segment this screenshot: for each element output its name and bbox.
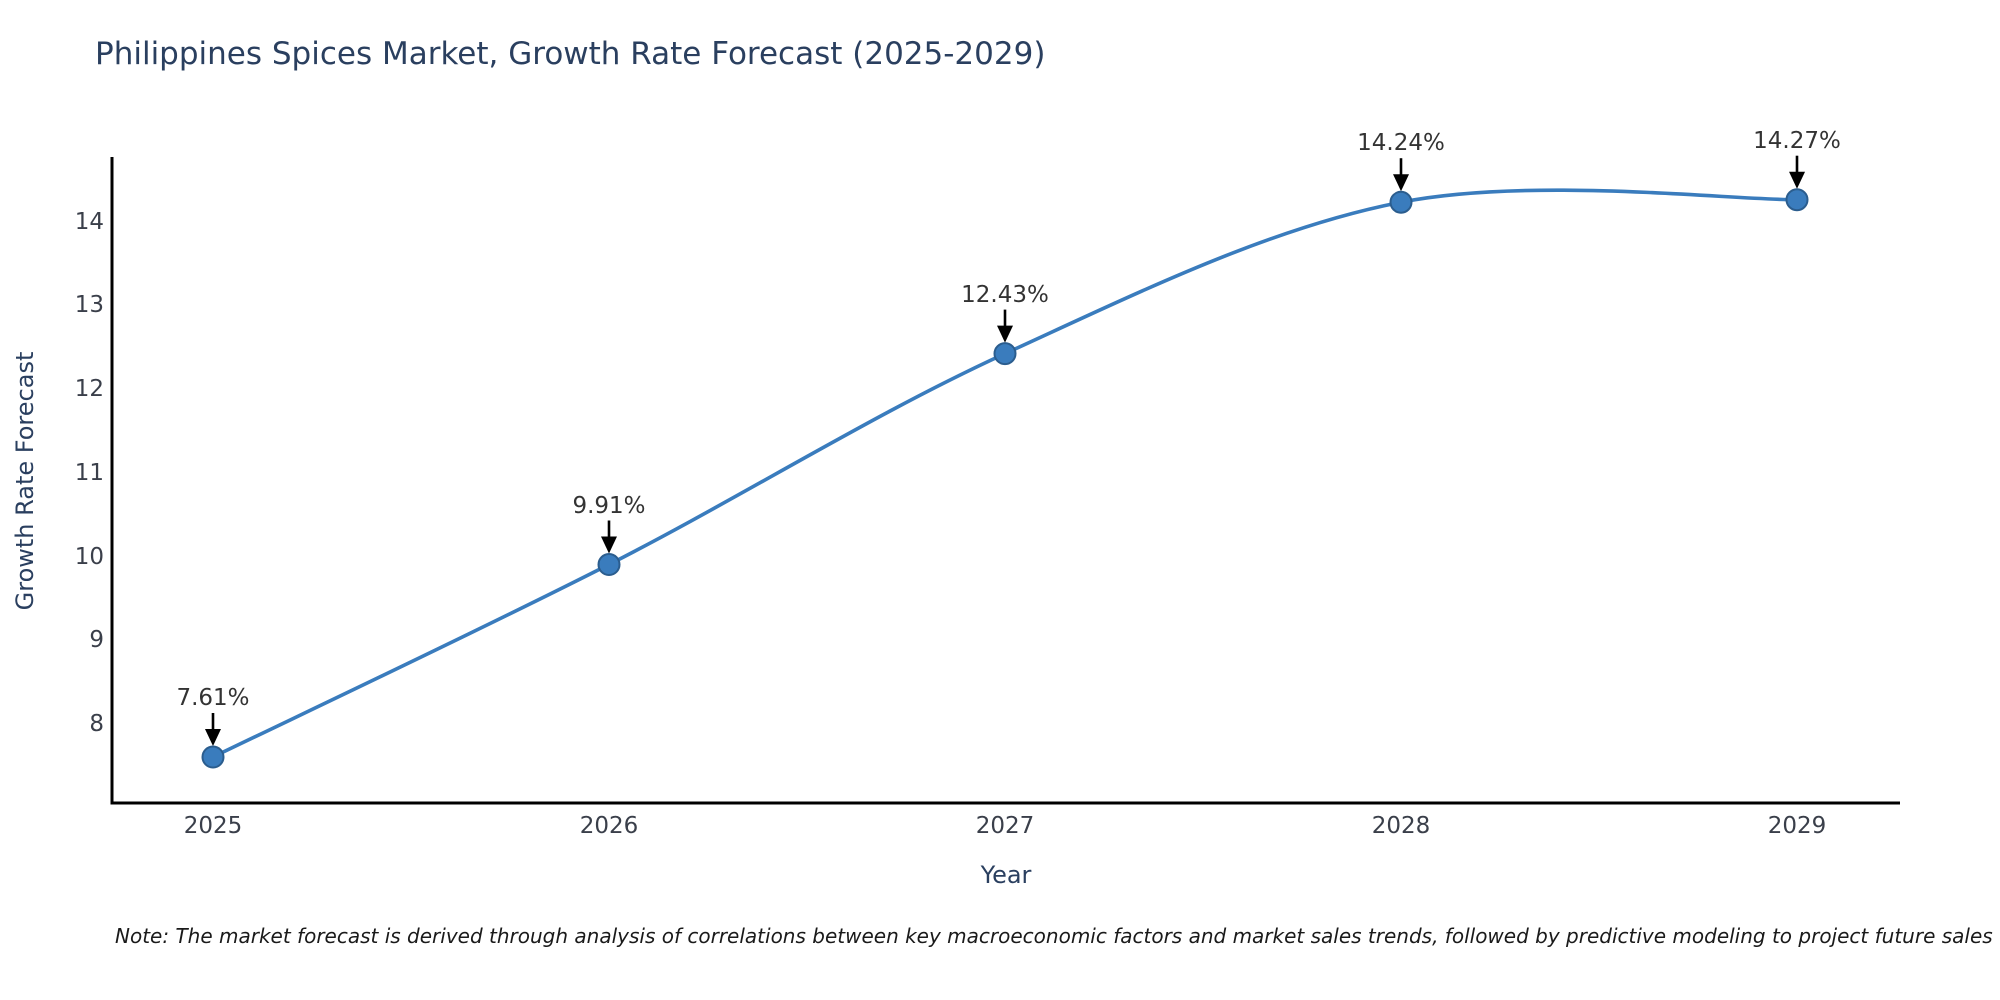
- point-annotation-label: 12.43%: [961, 281, 1049, 308]
- data-point-marker: [1785, 188, 1809, 212]
- point-annotation-label: 7.61%: [176, 685, 250, 711]
- y-tick-label: 13: [74, 292, 104, 319]
- y-tick-label: 8: [89, 710, 104, 737]
- y-tick-label: 11: [74, 459, 104, 486]
- series-line: [211, 188, 1799, 759]
- data-point-marker: [597, 553, 621, 576]
- point-annotation-label: 14.27%: [1753, 127, 1841, 154]
- x-tick-label: 2027: [975, 813, 1035, 839]
- y-tick-label: 10: [74, 543, 104, 570]
- annotation-arrow-head: [204, 729, 221, 746]
- footnote: Note: The market forecast is derived thr…: [115, 924, 1993, 948]
- annotation-arrow-head: [600, 536, 617, 554]
- x-tick-label: 2025: [183, 813, 243, 839]
- point-annotation-label: 14.24%: [1357, 130, 1445, 157]
- y-tick-label: 9: [89, 627, 104, 654]
- annotation-arrow-head: [997, 325, 1014, 343]
- x-tick-label: 2026: [579, 813, 639, 839]
- x-axis-title: Year: [980, 861, 1032, 889]
- y-tick-label: 12: [74, 376, 104, 403]
- point-annotation-label: 9.91%: [572, 492, 646, 519]
- annotation-arrow-head: [1393, 174, 1410, 192]
- data-point-marker: [993, 342, 1017, 366]
- annotation-arrow-head: [1789, 171, 1806, 189]
- y-axis-title: Growth Rate Forecast: [11, 351, 39, 611]
- chart-title: Philippines Spices Market, Growth Rate F…: [95, 36, 1046, 72]
- x-tick-label: 2029: [1767, 813, 1827, 839]
- y-tick-label: 14: [74, 208, 104, 235]
- data-point-marker: [201, 745, 225, 769]
- x-tick-label: 2028: [1371, 813, 1431, 839]
- data-point-marker: [1389, 190, 1413, 214]
